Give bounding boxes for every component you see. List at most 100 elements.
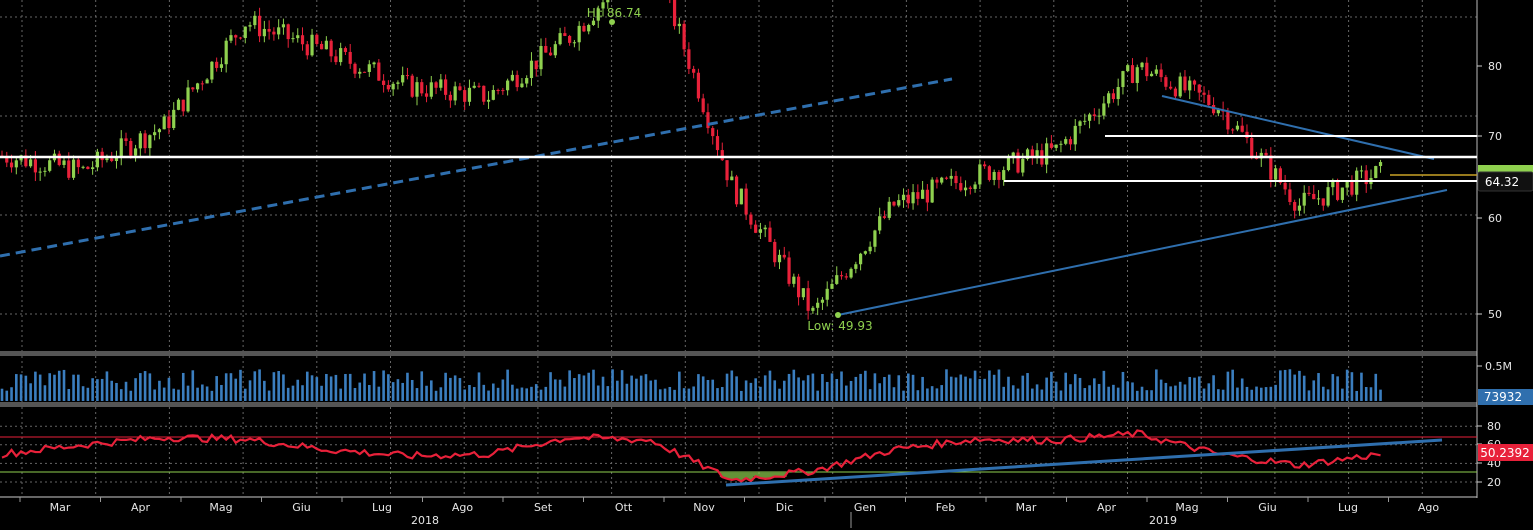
volume-bar [1131, 382, 1134, 401]
volume-bar [320, 385, 323, 401]
volume-bar [506, 369, 509, 401]
candle-body [33, 159, 37, 173]
volume-bar [167, 377, 171, 401]
candle-body [816, 302, 820, 308]
volume-bar [186, 385, 190, 401]
volume-bar [859, 373, 862, 401]
candle-body [844, 276, 848, 278]
volume-bar [201, 384, 204, 401]
volume-bar [802, 380, 805, 401]
candle-body [234, 35, 238, 38]
candle-body [1059, 143, 1063, 145]
candle-body [429, 82, 433, 97]
volume-bar [959, 374, 963, 401]
x-axis-line [0, 496, 1477, 498]
volume-bar [868, 389, 872, 401]
candle-body [439, 79, 443, 88]
candle-body [773, 241, 777, 263]
volume-bar [883, 376, 886, 401]
volume-bar [172, 388, 176, 401]
candle-body [963, 187, 968, 191]
x-axis-labels: Mar Apr Mag Giu Lug Ago Set Ott Nov Dic Gen Feb Mar A… [19, 497, 1439, 514]
candle-body [677, 23, 681, 27]
candle-body [572, 42, 576, 44]
candle-body [978, 164, 982, 185]
volume-bar [1374, 373, 1378, 401]
volume-bar [515, 388, 519, 401]
volume-bar [840, 371, 843, 401]
candle-body [343, 48, 348, 52]
candle-body [510, 74, 514, 81]
candle-body [935, 179, 939, 183]
volume-bar [864, 370, 867, 401]
volume-bar [348, 373, 352, 401]
candle-body [339, 48, 343, 63]
volume-bar [181, 372, 185, 401]
dashed-trendline[interactable] [0, 77, 953, 258]
volume-tick-label: 0.5M [1485, 360, 1512, 373]
falling-trendline[interactable] [1161, 95, 1435, 160]
high-marker [609, 19, 615, 25]
candle-body [916, 192, 920, 199]
candle-body [215, 61, 219, 68]
candle-body [959, 183, 963, 191]
candle-body [1130, 65, 1135, 83]
volume-bar [472, 387, 476, 401]
volume-bar [687, 388, 691, 401]
candle-body [86, 166, 90, 170]
candle-body [243, 26, 247, 38]
rsi-trendline[interactable] [725, 438, 1443, 487]
volume-bar [286, 387, 290, 401]
volume-bar [983, 378, 986, 401]
volume-bar [1345, 369, 1349, 401]
candle-body [1064, 139, 1068, 144]
candle-body [806, 288, 810, 311]
candle-body [1316, 198, 1321, 200]
candle-body [1102, 103, 1106, 116]
candle-body [143, 133, 147, 149]
candle-body [415, 82, 419, 97]
panel-divider-volume[interactable] [0, 351, 1477, 356]
volume-bar [1302, 375, 1306, 401]
volume-bar [1040, 389, 1044, 401]
volume-bar [1188, 376, 1192, 401]
candle-body [997, 171, 1001, 180]
candle-body [1240, 125, 1244, 132]
candle-body [110, 158, 114, 161]
candle-body [672, 0, 677, 27]
candle-body [1006, 156, 1011, 171]
candle-body [682, 23, 686, 50]
volume-bar [978, 379, 982, 401]
volume-bar [530, 386, 533, 401]
candle-body [887, 201, 891, 218]
candle-body [76, 159, 80, 168]
volume-bar [735, 376, 738, 401]
candle-body [372, 62, 376, 65]
volume-bar [596, 385, 600, 401]
volume-bar [806, 375, 810, 401]
candle-body [257, 15, 262, 37]
candle-body [353, 63, 357, 74]
panel-divider-rsi[interactable] [0, 402, 1477, 407]
candle-body [859, 253, 863, 265]
volume-bar [1293, 374, 1296, 401]
candle-body [1045, 143, 1049, 165]
candle-body [1278, 168, 1282, 183]
volume-bar [525, 388, 528, 401]
volume-bar [964, 376, 967, 401]
rising-trendline[interactable] [837, 189, 1448, 316]
candle-body [782, 254, 786, 258]
volume-bar [1221, 389, 1225, 401]
volume-bar [1364, 387, 1368, 401]
volume-bar [1107, 386, 1110, 401]
candle-body [1264, 152, 1268, 156]
candle-body [1364, 170, 1368, 185]
candle-body [758, 229, 763, 233]
volume-bar [1255, 386, 1258, 401]
price-axis: 80 70 60 50 [1477, 60, 1502, 321]
candle-body [348, 51, 352, 64]
price-tick-60: 60 [1488, 212, 1502, 225]
candle-body [358, 71, 362, 74]
volume-bar [921, 376, 924, 401]
volume-bar [587, 372, 591, 401]
